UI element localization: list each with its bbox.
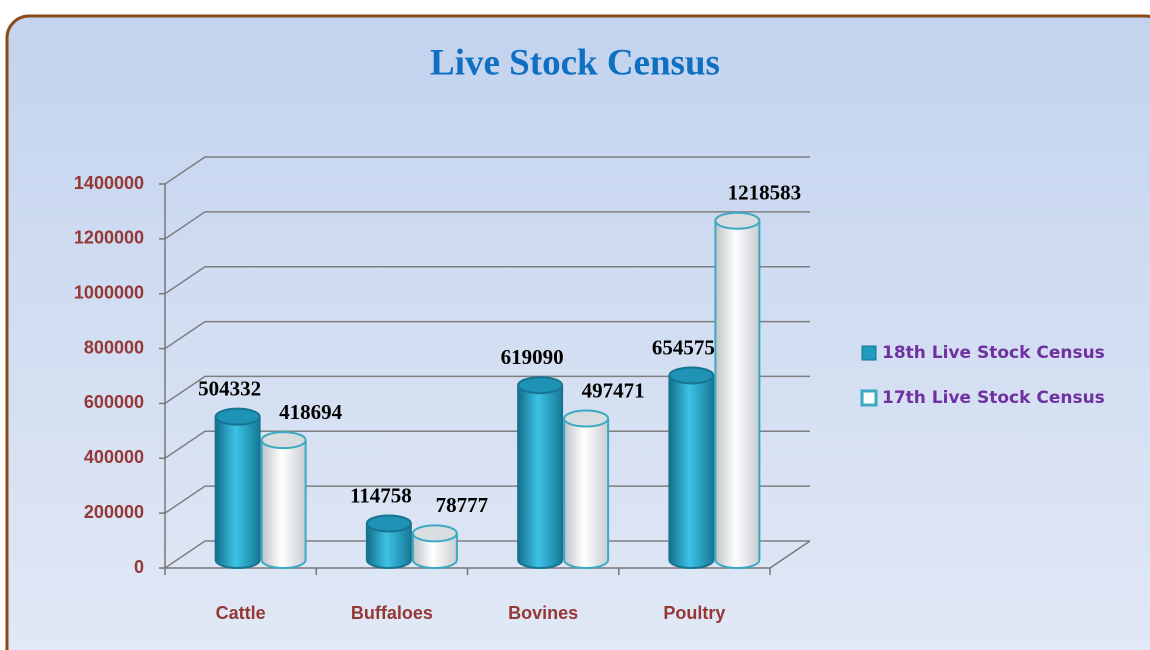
value-label: 1218583: [728, 181, 802, 205]
y-tick-label: 400000: [84, 447, 144, 467]
bar-edge: [563, 418, 610, 560]
bar-edge: [668, 375, 715, 560]
legend-label: 18th Live Stock Census: [882, 343, 1105, 363]
bar: [714, 211, 761, 569]
bar-top: [668, 366, 715, 385]
value-label: 654575: [652, 335, 715, 359]
bar-edge: [214, 416, 261, 560]
bar: [668, 366, 715, 569]
x-tick-label: Buffaloes: [351, 603, 433, 623]
bar-edge: [260, 440, 307, 560]
bar: [411, 524, 458, 569]
bar-top: [517, 376, 564, 395]
y-tick-label: 0: [134, 557, 144, 577]
chart-title: Live Stock Census: [430, 42, 720, 83]
bar-body: [518, 385, 563, 560]
grid-line: [164, 156, 810, 185]
bar-top: [714, 211, 761, 230]
bar-edge: [365, 523, 412, 560]
bar: [260, 431, 307, 569]
y-tick-label: 600000: [84, 392, 144, 412]
y-tick-label: 800000: [84, 337, 144, 357]
bar-edge: [411, 533, 458, 560]
legend-swatch: [860, 389, 878, 407]
bar-body: [215, 416, 260, 560]
legend-label: 17th Live Stock Census: [882, 388, 1105, 408]
grid-line: [164, 320, 810, 350]
y-tick-label: 1200000: [74, 228, 144, 248]
bar: [365, 514, 412, 569]
bar-body: [261, 440, 306, 560]
value-label: 114758: [350, 483, 412, 507]
grid-line: [164, 211, 810, 240]
value-label: 504332: [198, 376, 261, 400]
y-tick-label: 1400000: [74, 173, 144, 193]
bar: [517, 376, 564, 569]
x-tick-label: Poultry: [663, 603, 725, 623]
grid-line: [164, 375, 810, 405]
grid-line: [164, 265, 810, 295]
bar-body: [564, 418, 609, 560]
bar-top: [563, 409, 610, 428]
value-label: 78777: [436, 493, 489, 517]
bar: [563, 409, 610, 569]
bar-edge: [714, 220, 761, 560]
bar-body: [669, 375, 714, 560]
bar: [214, 407, 261, 569]
bar-top: [365, 514, 412, 533]
x-tick-label: Bovines: [508, 603, 578, 623]
legend-swatch: [861, 345, 877, 361]
value-label: 418694: [279, 400, 343, 424]
value-label: 619090: [501, 345, 564, 369]
bar-top: [214, 407, 261, 426]
bar-top: [260, 431, 307, 450]
bar-edge: [517, 385, 564, 560]
bar-top: [411, 524, 458, 543]
y-tick-label: 200000: [84, 502, 144, 522]
value-label: 497471: [582, 378, 645, 402]
y-tick-label: 1000000: [74, 282, 144, 302]
bar-body: [715, 220, 760, 561]
x-tick-label: Cattle: [216, 603, 266, 623]
